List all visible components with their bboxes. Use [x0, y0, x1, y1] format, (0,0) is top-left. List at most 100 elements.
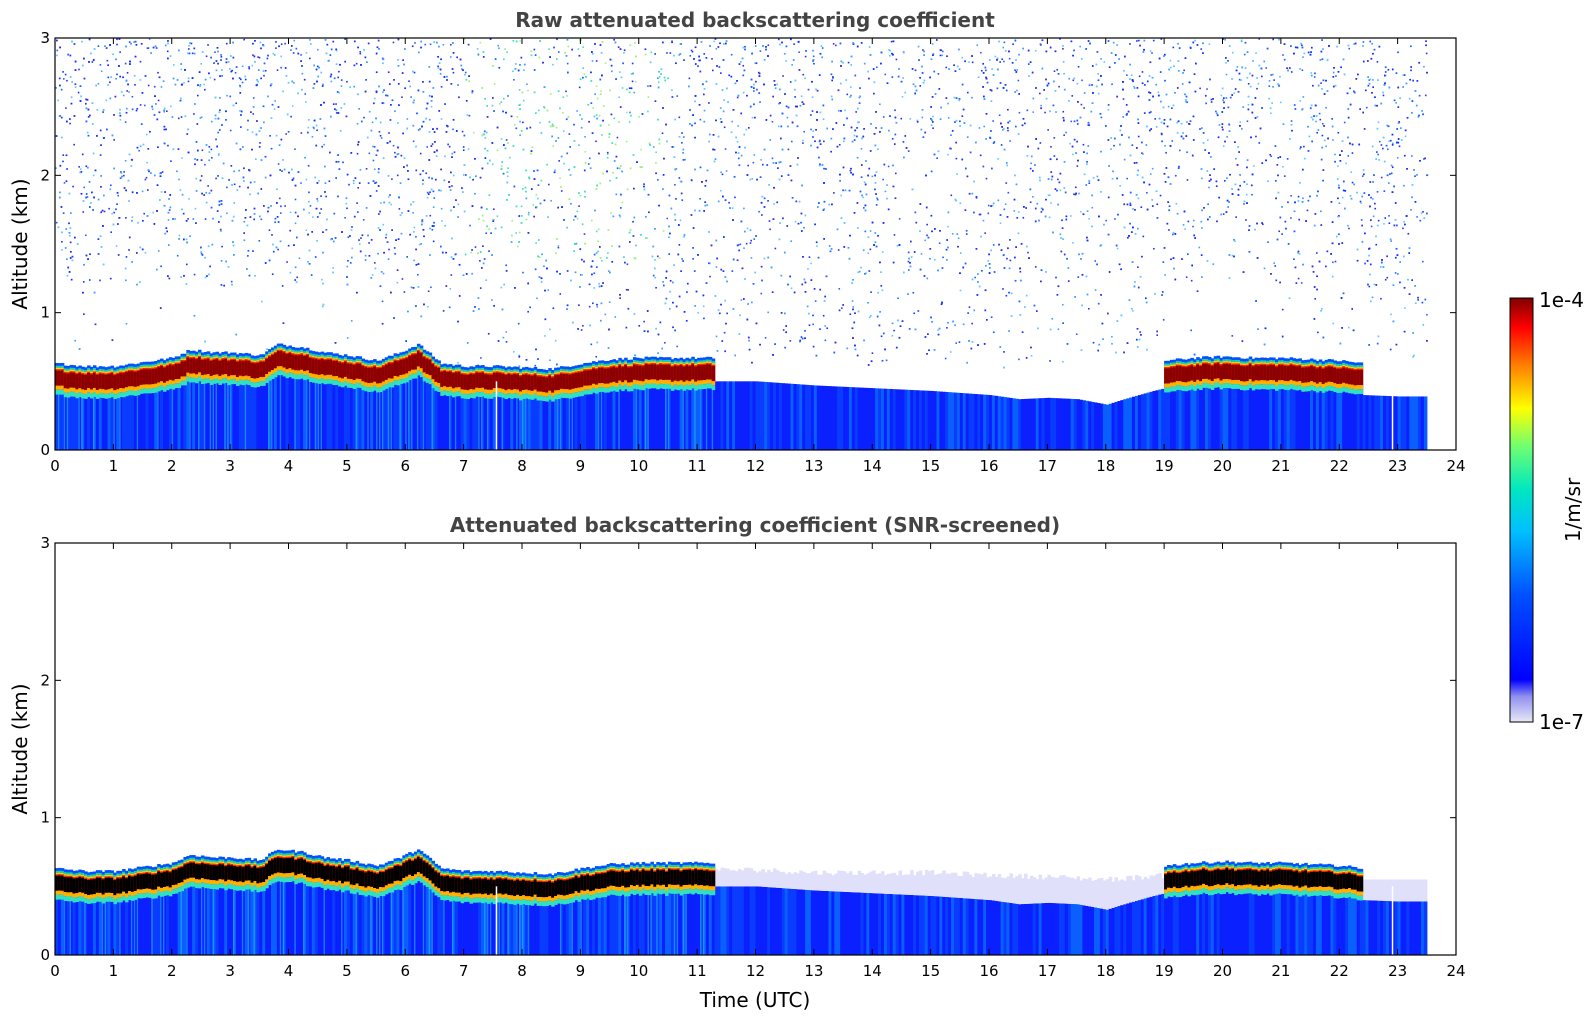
- noise-pixel: [549, 93, 552, 95]
- noise-pixel: [365, 79, 367, 81]
- noise-pixel: [1004, 203, 1007, 205]
- noise-pixel: [141, 190, 144, 193]
- noise-pixel: [187, 218, 189, 220]
- noise-pixel: [583, 233, 586, 235]
- noise-pixel: [493, 83, 496, 85]
- noise-pixel: [1384, 71, 1387, 73]
- noise-pixel: [217, 131, 219, 134]
- noise-pixel: [309, 205, 312, 207]
- noise-pixel: [229, 129, 232, 132]
- noise-pixel: [600, 90, 602, 93]
- noise-pixel: [826, 327, 828, 330]
- noise-pixel: [381, 300, 384, 303]
- noise-pixel: [1368, 79, 1371, 81]
- noise-pixel: [630, 73, 633, 75]
- noise-pixel: [498, 47, 500, 50]
- noise-pixel: [616, 167, 619, 170]
- noise-pixel: [747, 164, 749, 167]
- noise-pixel: [661, 132, 664, 135]
- noise-pixel: [1261, 75, 1263, 78]
- noise-pixel: [1267, 241, 1269, 243]
- noise-pixel: [1050, 202, 1052, 204]
- noise-pixel: [257, 56, 259, 58]
- noise-pixel: [1326, 59, 1329, 62]
- noise-pixel: [994, 55, 997, 58]
- noise-pixel: [802, 142, 804, 144]
- noise-pixel: [824, 325, 827, 327]
- noise-pixel: [1369, 78, 1372, 81]
- noise-pixel: [422, 183, 424, 185]
- noise-pixel: [1300, 282, 1303, 284]
- noise-pixel: [759, 101, 761, 103]
- noise-pixel: [519, 40, 522, 43]
- noise-pixel: [148, 38, 151, 41]
- noise-pixel: [413, 71, 416, 74]
- noise-pixel: [138, 149, 140, 152]
- noise-pixel: [522, 99, 525, 102]
- noise-pixel: [1001, 58, 1003, 61]
- noise-pixel: [749, 178, 752, 181]
- noise-pixel: [742, 64, 745, 67]
- noise-pixel: [1187, 220, 1190, 223]
- noise-pixel: [945, 66, 948, 69]
- noise-pixel: [158, 250, 160, 252]
- noise-pixel: [919, 85, 922, 87]
- noise-pixel: [715, 335, 718, 338]
- noise-pixel: [769, 228, 771, 231]
- noise-pixel: [1168, 229, 1170, 231]
- noise-pixel: [204, 276, 207, 279]
- noise-pixel: [913, 312, 916, 315]
- noise-pixel: [744, 45, 746, 48]
- noise-pixel: [1141, 71, 1144, 73]
- noise-pixel: [552, 145, 555, 147]
- raw-panel-title: Raw attenuated backscattering coefficien…: [515, 8, 995, 32]
- noise-pixel: [1151, 52, 1153, 54]
- noise-pixel: [631, 80, 634, 83]
- noise-pixel: [204, 163, 206, 166]
- noise-pixel: [1070, 120, 1073, 123]
- noise-pixel: [169, 105, 172, 108]
- noise-pixel: [893, 329, 895, 332]
- noise-pixel: [123, 174, 125, 177]
- noise-pixel: [550, 199, 552, 202]
- noise-pixel: [1422, 260, 1424, 263]
- noise-pixel: [403, 291, 406, 293]
- noise-pixel: [1006, 257, 1008, 260]
- noise-pixel: [1111, 343, 1113, 345]
- noise-pixel: [819, 139, 821, 142]
- raw-backscatter-panel: Raw attenuated backscattering coefficien…: [8, 8, 1466, 475]
- noise-pixel: [1190, 279, 1193, 282]
- noise-pixel: [116, 43, 118, 46]
- noise-pixel: [879, 103, 881, 106]
- noise-pixel: [782, 75, 784, 77]
- noise-pixel: [1016, 69, 1018, 71]
- noise-pixel: [562, 130, 565, 132]
- noise-pixel: [562, 111, 564, 114]
- noise-pixel: [1080, 210, 1082, 213]
- noise-pixel: [1062, 47, 1064, 50]
- noise-pixel: [526, 83, 528, 86]
- noise-pixel: [1394, 272, 1397, 274]
- noise-pixel: [1273, 262, 1275, 264]
- noise-pixel: [631, 62, 634, 65]
- noise-pixel: [992, 244, 995, 246]
- noise-pixel: [1424, 94, 1427, 97]
- noise-pixel: [517, 245, 519, 248]
- noise-pixel: [725, 170, 728, 172]
- noise-pixel: [1422, 211, 1424, 213]
- noise-pixel: [749, 229, 752, 231]
- noise-pixel: [1317, 331, 1319, 334]
- noise-pixel: [442, 310, 445, 312]
- noise-pixel: [1059, 38, 1061, 40]
- noise-pixel: [846, 93, 849, 96]
- noise-pixel: [1347, 326, 1350, 329]
- noise-pixel: [926, 223, 928, 226]
- noise-pixel: [1075, 333, 1078, 336]
- noise-pixel: [64, 73, 67, 76]
- noise-pixel: [1251, 193, 1253, 196]
- noise-pixel: [582, 325, 584, 327]
- noise-pixel: [293, 39, 296, 42]
- noise-pixel: [442, 44, 445, 46]
- noise-pixel: [1116, 247, 1119, 250]
- noise-pixel: [240, 126, 242, 128]
